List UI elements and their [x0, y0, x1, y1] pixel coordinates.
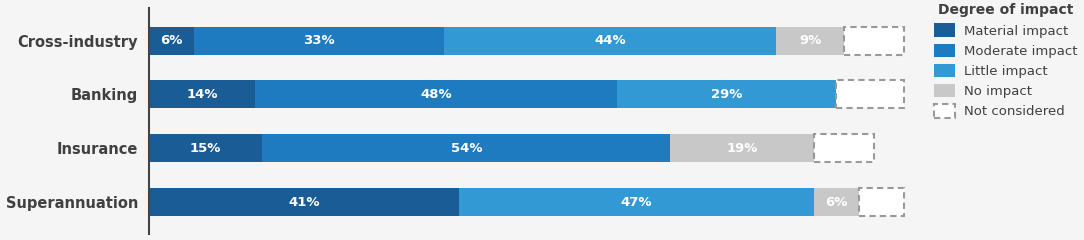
Bar — [670, 134, 814, 162]
Bar — [149, 26, 194, 54]
Text: 44%: 44% — [594, 34, 625, 47]
Text: 15%: 15% — [190, 142, 221, 155]
Text: 33%: 33% — [304, 34, 335, 47]
Text: 47%: 47% — [620, 196, 653, 209]
Text: 14%: 14% — [186, 88, 218, 101]
Bar — [149, 134, 262, 162]
Text: 6%: 6% — [160, 34, 183, 47]
Bar — [618, 80, 837, 108]
Text: 41%: 41% — [288, 196, 320, 209]
FancyBboxPatch shape — [837, 80, 904, 108]
Text: 54%: 54% — [451, 142, 482, 155]
Text: 48%: 48% — [421, 88, 452, 101]
Text: 6%: 6% — [825, 196, 848, 209]
Text: 9%: 9% — [799, 34, 822, 47]
Bar — [443, 26, 776, 54]
Text: 29%: 29% — [711, 88, 743, 101]
Bar — [255, 80, 618, 108]
Bar — [194, 26, 443, 54]
Bar — [149, 80, 255, 108]
FancyBboxPatch shape — [860, 188, 904, 216]
FancyBboxPatch shape — [844, 26, 904, 54]
Legend: Material impact, Moderate impact, Little impact, No impact, Not considered: Material impact, Moderate impact, Little… — [934, 4, 1077, 118]
Bar — [459, 188, 814, 216]
Bar — [149, 188, 459, 216]
FancyBboxPatch shape — [814, 134, 875, 162]
Bar — [776, 26, 844, 54]
Bar — [262, 134, 670, 162]
Bar — [814, 188, 860, 216]
Text: 19%: 19% — [726, 142, 758, 155]
